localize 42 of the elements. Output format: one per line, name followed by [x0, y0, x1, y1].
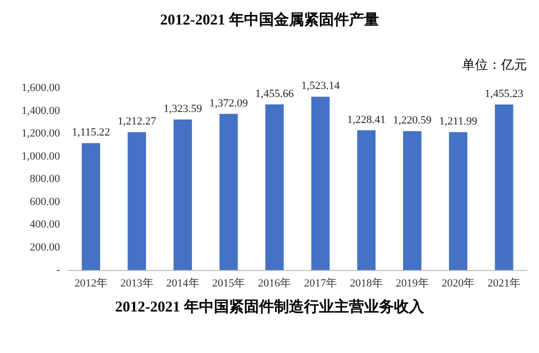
x-tick-label: 2021年 [488, 278, 521, 290]
data-label: 1,212.27 [118, 116, 157, 128]
bar [448, 132, 468, 270]
y-tick-label: 800.00 [30, 173, 60, 185]
bar [219, 114, 238, 270]
bar [494, 104, 514, 270]
x-tick-label: 2013年 [120, 278, 154, 290]
y-tick-label: 400.00 [30, 218, 60, 230]
y-tick-label: - [56, 264, 60, 276]
data-label: 1,372.09 [209, 97, 248, 110]
x-tick-label: 2018年 [350, 278, 383, 290]
bar [82, 143, 100, 270]
data-label: 1,455.23 [484, 88, 524, 100]
y-tick-label: 600.00 [30, 196, 60, 208]
bar [403, 131, 422, 270]
bar [265, 104, 284, 270]
x-tick-label: 2012年 [74, 278, 108, 290]
bar [128, 132, 146, 270]
data-label: 1,220.59 [393, 114, 432, 127]
y-tick-label: 1,000.00 [22, 150, 60, 162]
text: 单位：亿元 [462, 57, 527, 72]
y-tick-label: 200.00 [30, 241, 60, 254]
x-tick-label: 2016年 [258, 278, 292, 290]
y-tick-label: 1,600.00 [22, 82, 60, 94]
bar [311, 96, 330, 270]
x-tick-label: 2017年 [304, 278, 337, 290]
bar [357, 130, 376, 270]
data-label: 1,115.22 [72, 126, 110, 139]
x-tick-label: 2020年 [442, 278, 475, 290]
data-label: 1,228.41 [347, 114, 386, 126]
x-tick-label: 2019年 [396, 278, 429, 290]
bar [174, 119, 192, 270]
data-label: 1,523.14 [301, 80, 340, 92]
y-tick-label: 1,200.00 [22, 128, 60, 140]
text: 2012-2021 年中国紧固件制造行业主营业务收入 [115, 298, 425, 316]
x-tick-label: 2015年 [212, 278, 246, 290]
chart-title: 2012-2021 年中国金属紧固件产量 [160, 12, 379, 28]
y-tick-label: 1,400.00 [22, 104, 60, 117]
x-tick-label: 2014年 [166, 278, 200, 290]
data-label: 1,455.66 [255, 88, 294, 100]
data-label: 1,323.59 [164, 102, 202, 115]
data-label: 1,211.99 [439, 116, 478, 128]
